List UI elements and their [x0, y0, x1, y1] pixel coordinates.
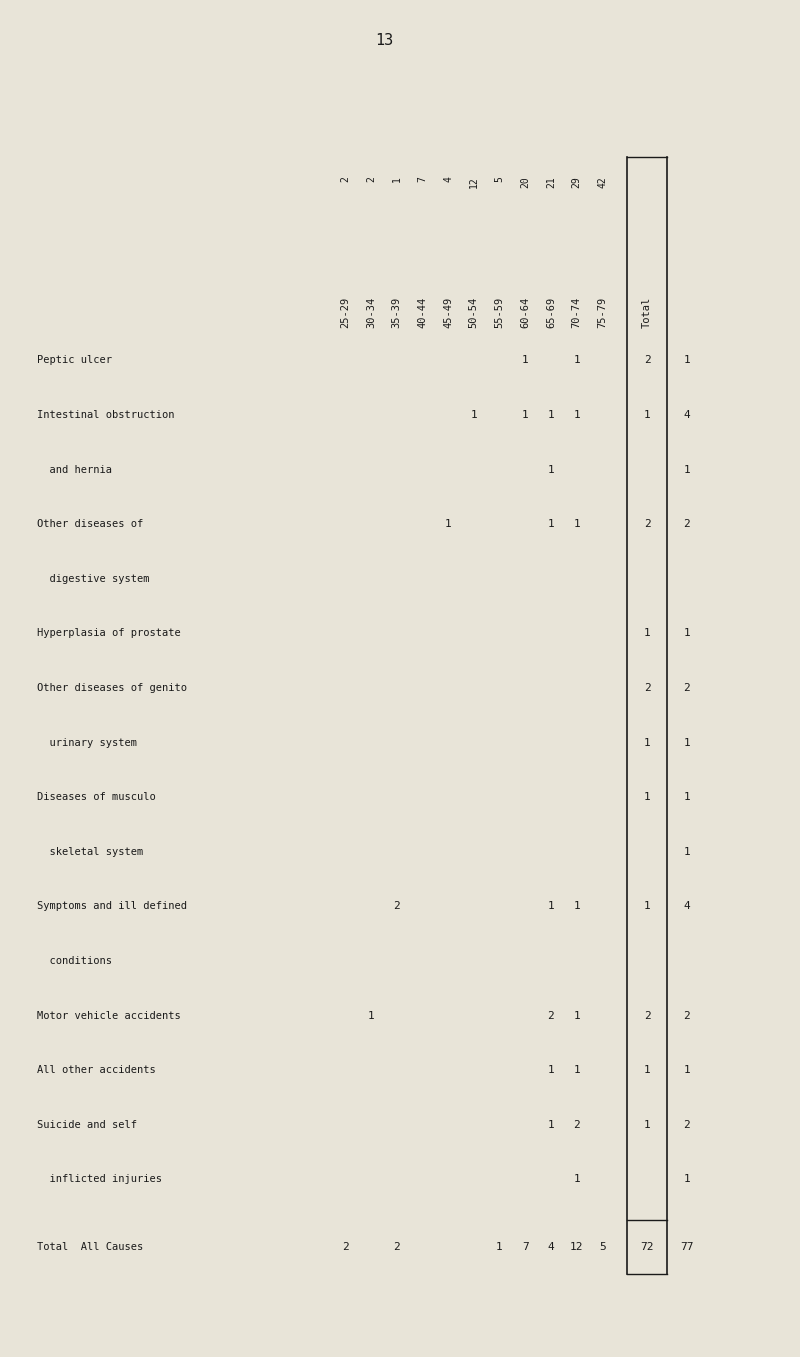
Text: 1: 1 [574, 356, 580, 365]
Text: 2: 2 [393, 1242, 400, 1253]
Text: 12: 12 [469, 176, 478, 187]
Text: 1: 1 [547, 901, 554, 912]
Text: 1: 1 [445, 520, 451, 529]
Text: 40-44: 40-44 [418, 297, 427, 328]
Text: 1: 1 [684, 464, 690, 475]
Text: 1: 1 [644, 628, 650, 638]
Text: 1: 1 [644, 1120, 650, 1130]
Text: Total: Total [642, 297, 652, 328]
Text: 1: 1 [367, 1011, 374, 1020]
Text: 1: 1 [574, 410, 580, 421]
Text: 4: 4 [684, 901, 690, 912]
Text: 1: 1 [547, 1065, 554, 1075]
Text: skeletal system: skeletal system [38, 847, 143, 856]
Text: conditions: conditions [38, 955, 112, 966]
Text: and hernia: and hernia [38, 464, 112, 475]
Text: Hyperplasia of prostate: Hyperplasia of prostate [38, 628, 181, 638]
Text: Peptic ulcer: Peptic ulcer [38, 356, 112, 365]
Text: 1: 1 [684, 738, 690, 748]
Text: 4: 4 [547, 1242, 554, 1253]
Text: 35-39: 35-39 [391, 297, 402, 328]
Text: 1: 1 [684, 356, 690, 365]
Text: 2: 2 [644, 520, 650, 529]
Text: 25-29: 25-29 [340, 297, 350, 328]
Text: 2: 2 [684, 520, 690, 529]
Text: 42: 42 [598, 176, 607, 187]
Text: Suicide and self: Suicide and self [38, 1120, 138, 1130]
Text: 7: 7 [418, 176, 427, 182]
Text: digestive system: digestive system [38, 574, 150, 584]
Text: 1: 1 [574, 520, 580, 529]
Text: 1: 1 [574, 1174, 580, 1185]
Text: 1: 1 [574, 901, 580, 912]
Text: 1: 1 [522, 356, 529, 365]
Text: 1: 1 [644, 792, 650, 802]
Text: 20: 20 [520, 176, 530, 187]
Text: 1: 1 [522, 410, 529, 421]
Text: 60-64: 60-64 [520, 297, 530, 328]
Text: 1: 1 [574, 1011, 580, 1020]
Text: 1: 1 [644, 1065, 650, 1075]
Text: 1: 1 [547, 464, 554, 475]
Text: 2: 2 [684, 683, 690, 693]
Text: 5: 5 [599, 1242, 606, 1253]
Text: inflicted injuries: inflicted injuries [38, 1174, 162, 1185]
Text: 2: 2 [644, 683, 650, 693]
Text: 1: 1 [684, 628, 690, 638]
Text: 2: 2 [393, 901, 400, 912]
Text: 1: 1 [547, 410, 554, 421]
Text: 13: 13 [375, 33, 393, 47]
Text: 1: 1 [547, 1120, 554, 1130]
Text: 1: 1 [684, 1065, 690, 1075]
Text: 1: 1 [684, 1174, 690, 1185]
Text: 5: 5 [494, 176, 505, 182]
Text: 29: 29 [572, 176, 582, 187]
Text: 77: 77 [680, 1242, 694, 1253]
Text: Other diseases of: Other diseases of [38, 520, 143, 529]
Text: 21: 21 [546, 176, 556, 187]
Text: Total  All Causes: Total All Causes [38, 1242, 143, 1253]
Text: 1: 1 [574, 1065, 580, 1075]
Text: 12: 12 [570, 1242, 583, 1253]
Text: Intestinal obstruction: Intestinal obstruction [38, 410, 174, 421]
Text: 1: 1 [644, 901, 650, 912]
Text: 2: 2 [574, 1120, 580, 1130]
Text: All other accidents: All other accidents [38, 1065, 156, 1075]
Text: 1: 1 [496, 1242, 503, 1253]
Text: 2: 2 [342, 1242, 349, 1253]
Text: urinary system: urinary system [38, 738, 138, 748]
Text: 7: 7 [522, 1242, 529, 1253]
Text: 1: 1 [470, 410, 477, 421]
Text: 30-34: 30-34 [366, 297, 376, 328]
Text: 50-54: 50-54 [469, 297, 478, 328]
Text: 65-69: 65-69 [546, 297, 556, 328]
Text: 2: 2 [644, 356, 650, 365]
Text: 4: 4 [684, 410, 690, 421]
Text: 70-74: 70-74 [572, 297, 582, 328]
Text: 1: 1 [684, 847, 690, 856]
Text: Other diseases of genito: Other diseases of genito [38, 683, 187, 693]
Text: 1: 1 [391, 176, 402, 182]
Text: 1: 1 [644, 738, 650, 748]
Text: 2: 2 [366, 176, 376, 182]
Text: 1: 1 [684, 792, 690, 802]
Text: 72: 72 [640, 1242, 654, 1253]
Text: 4: 4 [443, 176, 453, 182]
Text: 2: 2 [684, 1011, 690, 1020]
Text: 55-59: 55-59 [494, 297, 505, 328]
Text: Diseases of musculo: Diseases of musculo [38, 792, 156, 802]
Text: 75-79: 75-79 [598, 297, 607, 328]
Text: Symptoms and ill defined: Symptoms and ill defined [38, 901, 187, 912]
Text: 2: 2 [644, 1011, 650, 1020]
Text: 1: 1 [644, 410, 650, 421]
Text: 45-49: 45-49 [443, 297, 453, 328]
Text: Motor vehicle accidents: Motor vehicle accidents [38, 1011, 181, 1020]
Text: 1: 1 [547, 520, 554, 529]
Text: 2: 2 [547, 1011, 554, 1020]
Text: 2: 2 [340, 176, 350, 182]
Text: 2: 2 [684, 1120, 690, 1130]
